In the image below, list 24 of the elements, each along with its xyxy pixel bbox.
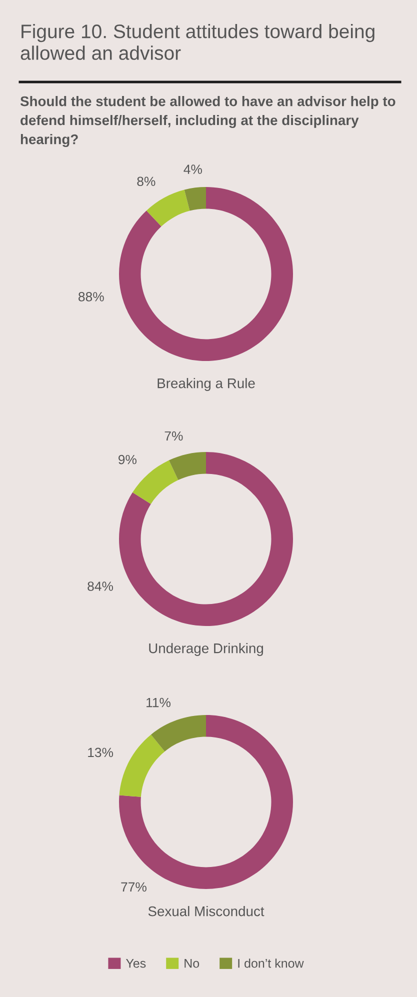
- legend-label: Yes: [126, 959, 146, 968]
- chart-subtitle: Should the student be allowed to have an advisor help to defend himself/herself, including at the disciplinary hearing?: [20, 96, 396, 148]
- legend-label: I don’t know: [238, 958, 304, 968]
- donut-slice: [119, 452, 293, 626]
- legend-label: No: [184, 959, 200, 968]
- donut-slice: [184, 187, 206, 211]
- text: Sexual Misconduct: [148, 906, 264, 916]
- data-label: 84%: [88, 582, 114, 591]
- data-label: 77%: [121, 882, 146, 892]
- text: Breaking a Rule: [158, 378, 255, 391]
- data-label: 8%: [137, 176, 156, 186]
- donut-slice: [168, 452, 206, 480]
- donut-slice: [119, 187, 293, 361]
- chart-title: Figure 10. Student attitudes toward being allowed an advisor: [20, 24, 374, 60]
- data-label: 4%: [184, 164, 202, 174]
- donut-slice: [151, 715, 206, 752]
- donut-slice: [146, 190, 190, 226]
- text: Underage Drinking: [149, 643, 264, 656]
- data-label: 13%: [88, 748, 114, 758]
- data-label: 9%: [118, 454, 136, 464]
- data-label: 88%: [78, 292, 104, 302]
- data-label: 7%: [164, 431, 183, 441]
- donut-slice: [119, 734, 165, 797]
- data-label: 11%: [146, 698, 171, 708]
